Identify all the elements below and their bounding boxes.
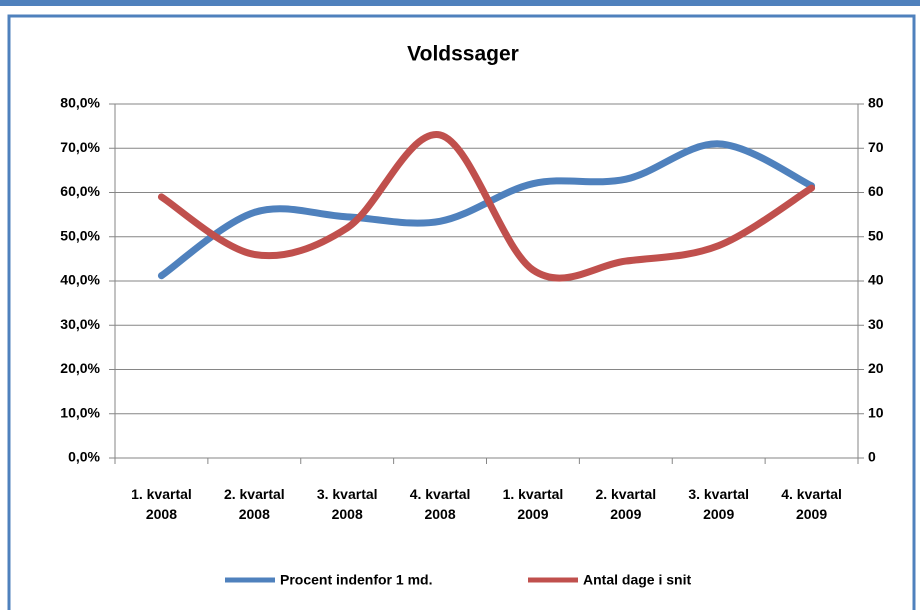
y-tick-label: 30,0% — [60, 316, 100, 332]
x-tick-label: 3. kvartal 2008 — [316, 486, 378, 522]
y-tick-label: 10,0% — [60, 404, 100, 420]
y-tick-label: 70,0% — [60, 139, 100, 155]
x-tick-label: 1. kvartal 2009 — [502, 486, 564, 522]
legend-label: Procent indenfor 1 md. — [280, 572, 432, 588]
chart-title: Voldssager — [407, 43, 519, 66]
y2-tick-label: 40 — [868, 272, 884, 288]
y2-tick-label: 0 — [868, 449, 876, 465]
y-tick-label: 50,0% — [60, 227, 100, 243]
y2-tick-label: 80 — [868, 95, 884, 111]
x-tick-label: 4. kvartal 2008 — [409, 486, 471, 522]
y-tick-label: 0,0% — [68, 449, 100, 465]
x-tick-label: 2. kvartal 2008 — [223, 486, 285, 522]
series-line — [157, 131, 816, 282]
legend-label: Antal dage i snit — [583, 572, 691, 588]
y2-tick-label: 30 — [868, 316, 884, 332]
x-tick-label: 3. kvartal 2009 — [688, 486, 750, 522]
y-tick-label: 60,0% — [60, 183, 100, 199]
x-tick-label: 4. kvartal 2009 — [781, 486, 842, 522]
top-bar — [0, 0, 920, 6]
y-tick-label: 20,0% — [60, 360, 100, 376]
x-tick-label: 1. kvartal 2008 — [131, 486, 192, 522]
y-tick-label: 40,0% — [60, 272, 100, 288]
chart-frame — [7, 14, 916, 610]
y2-tick-label: 20 — [868, 360, 884, 376]
y2-tick-label: 10 — [868, 404, 884, 420]
x-tick-label: 2. kvartal 2009 — [595, 486, 657, 522]
y2-tick-label: 70 — [868, 139, 884, 155]
y2-tick-label: 50 — [868, 227, 884, 243]
y2-tick-label: 60 — [868, 183, 884, 199]
y-tick-label: 80,0% — [60, 95, 100, 111]
